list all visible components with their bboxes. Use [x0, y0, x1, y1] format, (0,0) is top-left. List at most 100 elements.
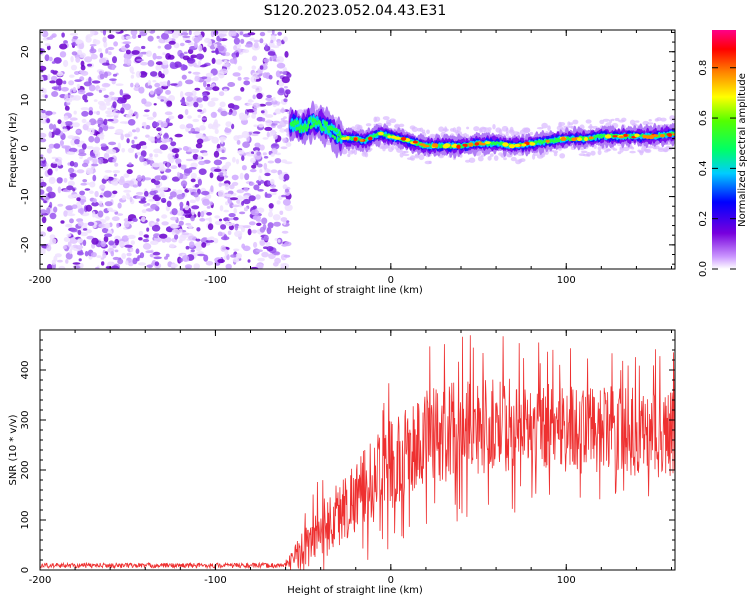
- noise-blob: [196, 138, 204, 145]
- noise-blob: [94, 190, 99, 198]
- noise-blob: [267, 222, 274, 229]
- signal-halo: [602, 118, 610, 122]
- noise-blob: [284, 161, 293, 165]
- noise-blob: [174, 234, 179, 240]
- noise-blob: [77, 238, 83, 244]
- noise-blob: [170, 165, 178, 170]
- noise-blob: [48, 131, 53, 138]
- noise-blob: [151, 162, 161, 168]
- noise-blob: [203, 254, 209, 262]
- noise-blob: [283, 86, 288, 89]
- noise-blob: [214, 220, 223, 226]
- noise-blob: [214, 128, 219, 134]
- noise-blob: [177, 114, 184, 120]
- noise-blob: [104, 201, 113, 207]
- noise-blob: [143, 234, 149, 238]
- noise-blob: [175, 158, 182, 164]
- signal-peak: [623, 133, 628, 137]
- signal-peak: [604, 134, 612, 139]
- noise-blob: [104, 169, 113, 173]
- noise-blob: [80, 231, 88, 237]
- noise-blob: [270, 153, 275, 157]
- signal-halo: [364, 152, 369, 158]
- noise-blob: [176, 171, 181, 178]
- noise-blob: [131, 34, 137, 39]
- noise-blob: [57, 203, 64, 207]
- noise-blob: [250, 76, 257, 83]
- signal-halo: [597, 146, 602, 151]
- noise-blob: [228, 30, 234, 37]
- noise-blob: [188, 130, 193, 134]
- noise-blob: [62, 80, 67, 85]
- noise-blob: [219, 172, 224, 175]
- noise-blob: [219, 101, 226, 108]
- noise-blob: [70, 64, 78, 71]
- noise-blob: [75, 245, 84, 250]
- noise-blob: [212, 86, 220, 92]
- noise-blob: [56, 71, 64, 77]
- noise-blob: [163, 138, 172, 143]
- noise-blob: [214, 43, 218, 48]
- signal-band: [329, 131, 332, 138]
- signal-halo: [426, 129, 430, 135]
- noise-blob: [126, 252, 132, 257]
- noise-blob: [198, 168, 207, 175]
- noise-blob: [193, 192, 199, 198]
- signal-halo: [553, 150, 559, 154]
- noise-blob: [280, 217, 288, 222]
- noise-blob: [46, 263, 53, 269]
- noise-blob: [199, 218, 206, 222]
- noise-blob: [249, 169, 257, 173]
- signal-halo: [590, 150, 596, 156]
- noise-blob: [279, 128, 286, 133]
- noise-blob: [188, 30, 192, 36]
- noise-blob: [186, 95, 194, 102]
- noise-blob: [63, 115, 69, 121]
- noise-blob: [257, 257, 265, 262]
- noise-blob: [213, 150, 220, 158]
- noise-blob: [272, 96, 276, 102]
- noise-blob: [160, 175, 168, 181]
- noise-blob: [159, 191, 165, 196]
- noise-blob: [132, 184, 139, 188]
- noise-blob: [43, 200, 47, 204]
- noise-blob: [160, 137, 164, 142]
- noise-blob: [252, 106, 258, 112]
- noise-blob: [146, 50, 152, 57]
- signal-halo: [428, 160, 432, 164]
- signal-peak: [442, 144, 449, 149]
- noise-blob: [137, 34, 142, 39]
- signal-peak: [584, 137, 588, 142]
- noise-blob: [154, 88, 161, 95]
- noise-blob: [135, 248, 140, 254]
- noise-blob: [179, 201, 184, 208]
- noise-blob: [103, 235, 109, 243]
- noise-blob: [263, 235, 269, 241]
- signal-halo: [481, 127, 489, 130]
- noise-blob: [190, 54, 197, 59]
- noise-blob: [230, 254, 237, 258]
- noise-blob: [149, 190, 157, 196]
- noise-blob: [199, 125, 206, 131]
- noise-blob: [76, 169, 85, 174]
- noise-blob: [162, 52, 166, 56]
- noise-blob: [207, 123, 214, 129]
- noise-blob: [61, 145, 70, 149]
- noise-blob: [167, 80, 171, 87]
- noise-blob: [101, 188, 105, 192]
- noise-blob: [64, 121, 73, 126]
- noise-blob: [234, 224, 239, 231]
- noise-blob: [82, 179, 88, 183]
- noise-blob: [103, 190, 112, 198]
- signal-band: [325, 121, 328, 126]
- noise-blob: [219, 136, 227, 141]
- noise-blob: [197, 211, 201, 218]
- noise-blob: [98, 223, 107, 228]
- noise-blob: [103, 118, 108, 126]
- noise-blob: [262, 223, 267, 231]
- noise-blob: [80, 200, 85, 205]
- noise-blob: [237, 65, 243, 71]
- colorbar-tick-label: 0.0: [698, 261, 709, 277]
- noise-blob: [138, 86, 145, 94]
- signal-peak: [634, 133, 639, 138]
